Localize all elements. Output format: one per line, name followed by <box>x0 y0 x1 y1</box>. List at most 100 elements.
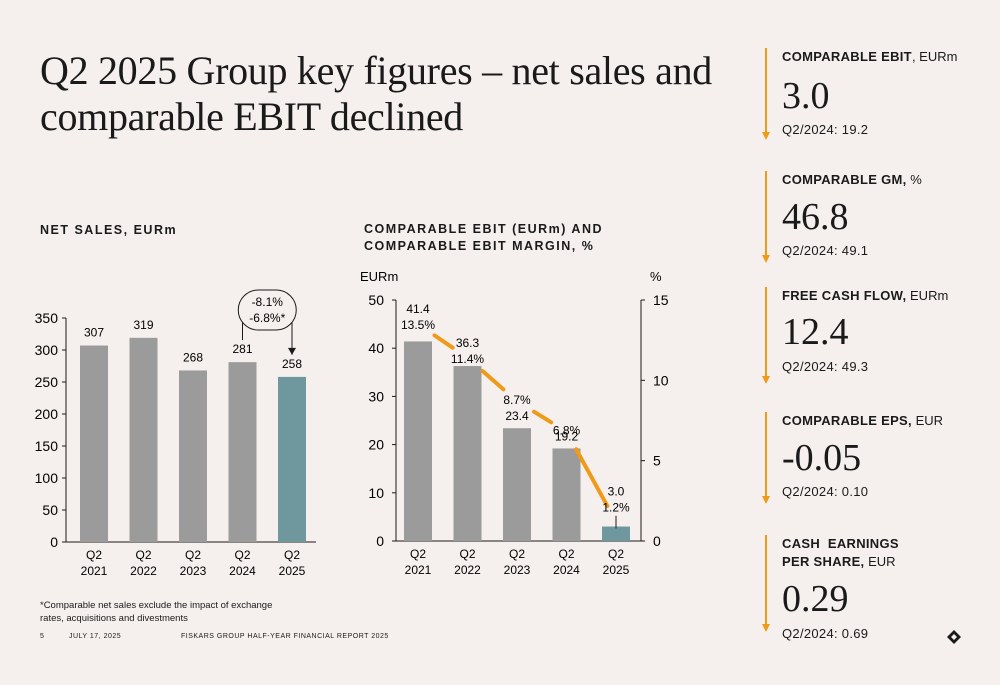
bar <box>278 376 306 542</box>
callout-bubble <box>237 289 297 331</box>
bar <box>404 341 432 541</box>
kpi-previous: Q2/2024: 49.1 <box>782 243 869 258</box>
net-sales-chart: 0 50 100 150 200 250 300 350 307 Q2 2021 319 Q2 2022 2… <box>35 289 316 578</box>
margin-value-label: 11.4% <box>451 352 484 366</box>
bar-value-label: 281 <box>232 342 252 356</box>
kpi-unit: EUR <box>915 413 944 428</box>
kpi-comparable-ebit: COMPARABLE EBIT, EURm 3.0 Q2/2024: 19.2 <box>762 48 992 143</box>
kpi-value: 3.0 <box>782 75 830 117</box>
callout-change-reported: -8.1% <box>252 295 284 309</box>
x-tick-label: Q2 <box>185 548 201 562</box>
x-tick-label: 2023 <box>504 563 531 577</box>
margin-line-segment <box>532 409 554 425</box>
down-arrow-icon <box>762 48 770 140</box>
down-arrow-icon <box>762 535 770 632</box>
y-tick-label: 200 <box>35 406 59 422</box>
right-y-tick-label: 0 <box>653 533 661 549</box>
margin-line-segment <box>480 369 506 392</box>
x-tick-label: 2025 <box>279 564 306 578</box>
ebit-chart: EURm % 0 10 20 30 40 50 0 5 10 15 Q2 2021 Q2 2022 Q2 2023… <box>360 269 669 577</box>
kpi-previous: Q2/2024: 0.69 <box>782 626 869 641</box>
bar <box>179 370 207 542</box>
y-tick-label: 300 <box>35 342 59 358</box>
page-number: 5 <box>40 633 45 640</box>
y-tick-label: 50 <box>42 502 58 518</box>
kpi-value: 12.4 <box>782 311 849 353</box>
kpi-previous: Q2/2024: 49.3 <box>782 359 869 374</box>
kpi-label-line-1: CASH EARNINGS <box>782 536 899 551</box>
bar-value-label: 319 <box>133 318 153 332</box>
footnote: *Comparable net sales exclude the impact… <box>40 600 273 624</box>
kpi-comparable-gm: COMPARABLE GM, % 46.8 Q2/2024: 49.1 <box>762 171 992 266</box>
down-arrow-icon <box>762 287 770 384</box>
y-tick-label: 250 <box>35 374 59 390</box>
x-tick-label: 2025 <box>603 563 630 577</box>
kpi-value: 46.8 <box>782 196 849 238</box>
margin-value-label: 13.5% <box>401 318 435 332</box>
kpi-label-separator: , <box>911 49 920 64</box>
kpi-label: COMPARABLE GM, <box>782 172 907 187</box>
bar <box>129 337 158 542</box>
x-tick-label: Q2 <box>608 547 624 561</box>
x-tick-label: 2023 <box>180 564 207 578</box>
x-tick-label: Q2 <box>234 548 250 562</box>
kpi-unit: EURm <box>919 49 958 64</box>
margin-value-label: 6.8% <box>553 424 581 438</box>
bar-value-label: 258 <box>282 357 302 371</box>
down-arrow-icon <box>762 171 770 263</box>
kpi-label: COMPARABLE EPS, <box>782 413 912 428</box>
left-y-tick-label: 0 <box>376 533 384 549</box>
net-sales-heading: NET SALES, EURm <box>40 223 178 237</box>
x-tick-label: 2022 <box>454 563 481 577</box>
margin-line-segment <box>574 447 610 508</box>
right-y-tick-label: 5 <box>653 453 661 469</box>
left-y-tick-label: 40 <box>368 340 384 356</box>
kpi-unit: EURm <box>910 288 949 303</box>
page-title: Q2 2025 Group key figures – net sales an… <box>40 48 712 139</box>
bar <box>503 428 531 541</box>
ebit-heading-line-2: COMPARABLE EBIT MARGIN, % <box>364 239 595 253</box>
y-tick-label: 350 <box>35 310 59 326</box>
bar-value-label: 41.4 <box>406 302 430 316</box>
margin-value-label: 8.7% <box>503 393 531 407</box>
margin-value-label: 1.2% <box>602 501 630 515</box>
kpi-label-line-2: PER SHARE, <box>782 554 865 569</box>
bar-value-label: 268 <box>183 350 203 364</box>
bar <box>453 366 482 541</box>
kpi-comparable-eps: COMPARABLE EPS, EUR -0.05 Q2/2024: 0.10 <box>762 412 992 507</box>
y-tick-label: 100 <box>35 470 59 486</box>
left-axis-unit: EURm <box>360 269 398 284</box>
kpi-value: -0.05 <box>782 437 862 479</box>
bar-value-label: 307 <box>84 326 104 340</box>
x-tick-label: 2024 <box>229 564 256 578</box>
ebit-heading-line-1: COMPARABLE EBIT (EURm) AND <box>364 222 603 236</box>
logo-icon <box>947 630 961 644</box>
footer-date: JULY 17, 2025 <box>69 633 122 640</box>
bar <box>228 362 257 542</box>
x-tick-label: Q2 <box>410 547 426 561</box>
x-tick-label: Q2 <box>86 548 102 562</box>
bar-value-label: 36.3 <box>456 336 480 350</box>
x-tick-label: 2022 <box>130 564 157 578</box>
left-y-tick-label: 30 <box>368 388 384 404</box>
x-tick-label: 2024 <box>553 563 580 577</box>
kpi-previous: Q2/2024: 0.10 <box>782 484 869 499</box>
kpi-cash-earnings-per-share: CASH EARNINGS PER SHARE, EUR 0.29 Q2/202… <box>762 535 992 645</box>
kpi-free-cash-flow: FREE CASH FLOW, EURm 12.4 Q2/2024: 49.3 <box>762 287 992 387</box>
bar-value-label: 3.0 <box>608 485 625 499</box>
x-tick-label: 2021 <box>81 564 108 578</box>
kpi-previous: Q2/2024: 19.2 <box>782 122 869 137</box>
left-y-tick-label: 20 <box>368 437 384 453</box>
x-tick-label: 2021 <box>405 563 432 577</box>
right-y-tick-label: 15 <box>653 292 669 308</box>
bar <box>552 448 581 541</box>
bar <box>602 526 630 541</box>
down-arrow-icon <box>762 412 770 504</box>
x-tick-label: Q2 <box>509 547 525 561</box>
right-axis-unit: % <box>650 269 662 284</box>
y-tick-label: 0 <box>50 534 58 550</box>
x-tick-label: Q2 <box>284 548 300 562</box>
left-y-tick-label: 50 <box>368 292 384 308</box>
margin-line-segment <box>432 333 455 350</box>
footer-report-title: FISKARS GROUP HALF-YEAR FINANCIAL REPORT… <box>181 633 389 640</box>
